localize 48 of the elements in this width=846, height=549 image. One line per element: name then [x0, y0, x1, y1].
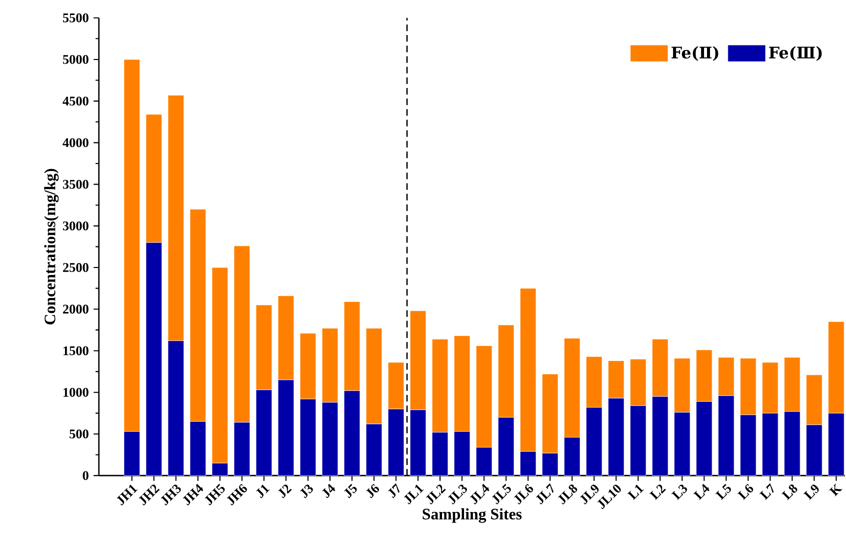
x-tick-label: JL3: [448, 484, 467, 504]
x-tick-label: J2: [278, 484, 292, 498]
x-tick-label: L2: [649, 484, 666, 500]
y-tick-label: 0: [82, 471, 88, 480]
x-tick-label: J1: [256, 484, 270, 498]
x-tick-label: JH4: [182, 484, 204, 506]
x-tick-label: L3: [671, 484, 688, 500]
x-tick-label: JL7: [536, 483, 554, 504]
x-tick-label: JL2: [426, 484, 446, 504]
x-tick-label: JL9: [580, 484, 599, 504]
y-tick-label: 4500: [62, 96, 88, 106]
y-tick-label: 3500: [62, 180, 88, 189]
x-tick-label: JH3: [160, 484, 181, 506]
x-tick-label: J5: [344, 484, 357, 498]
y-tick-label: 3000: [62, 221, 88, 230]
x-tick-label: L6: [737, 484, 754, 500]
x-tick-label: JH2: [138, 484, 160, 506]
x-tick-label: J7: [388, 483, 400, 498]
x-tick-label: J4: [322, 484, 336, 498]
x-tick-label: JH1: [116, 484, 138, 506]
x-tick-label: L8: [782, 484, 798, 500]
x-tick-label: J3: [300, 484, 313, 498]
y-tick-label: 500: [70, 430, 88, 438]
y-tick-label: 5000: [63, 55, 88, 64]
y-tick-label: 1500: [64, 346, 88, 356]
x-tick-label: JL1: [404, 484, 424, 504]
x-tick-label: L7: [759, 483, 774, 500]
x-tick-label: K: [829, 484, 842, 496]
y-axis-title: Concentrations(mg/kg): [44, 168, 59, 324]
x-tick-label: JL8: [558, 484, 578, 504]
x-tick-label: J6: [366, 484, 379, 498]
x-tick-label: JL6: [514, 484, 534, 504]
x-tick-label: JL5: [492, 484, 511, 504]
x-tick-label: L1: [627, 484, 644, 500]
y-tick-label: 2500: [63, 263, 88, 272]
legend-label: Fe(Ⅲ): [769, 46, 822, 61]
x-tick-label: JL4: [470, 484, 490, 504]
legend-label: Fe(Ⅱ): [672, 46, 718, 61]
y-tick-label: 2000: [63, 304, 88, 314]
y-tick-label: 4000: [62, 138, 88, 148]
x-axis-title: Sampling Sites: [422, 508, 522, 523]
x-tick-label: L5: [715, 484, 731, 500]
x-tick-label: L9: [804, 484, 819, 500]
y-tick-label: 1000: [64, 388, 88, 397]
x-tick-label: JH6: [226, 484, 247, 506]
x-tick-label: L4: [693, 484, 710, 500]
y-tick-label: 5500: [63, 13, 88, 22]
x-tick-label: JH5: [204, 484, 225, 506]
